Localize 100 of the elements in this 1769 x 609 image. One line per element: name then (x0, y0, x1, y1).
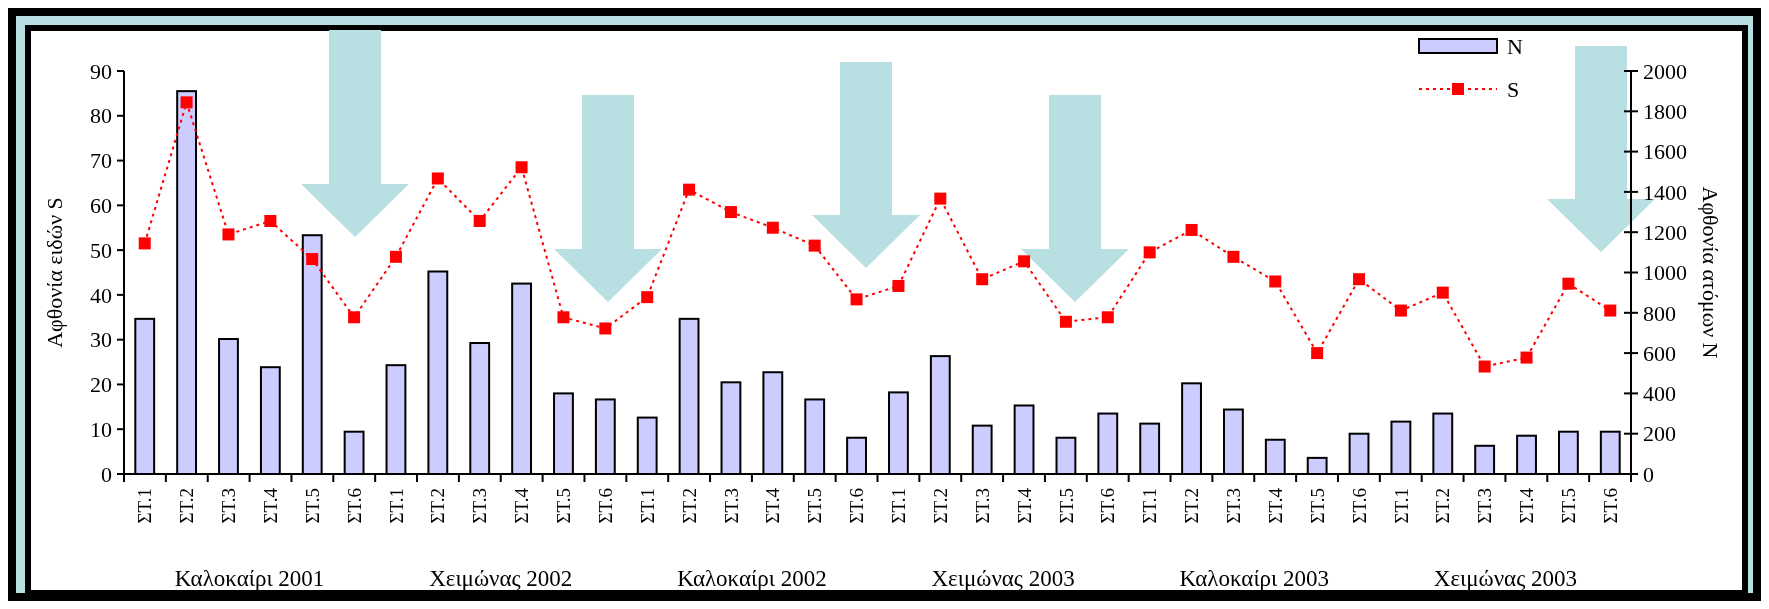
point (1311, 347, 1324, 360)
legend-label: N (1507, 33, 1523, 59)
x-tick-label: ΣΤ.4 (1516, 487, 1538, 524)
point (180, 96, 193, 109)
y2-tick-label: 1600 (1643, 139, 1687, 165)
y2-tick-label: 0 (1643, 461, 1654, 487)
y-tick-label: 30 (90, 327, 112, 353)
y-tick-label: 50 (90, 237, 112, 263)
point (389, 250, 402, 263)
x-tick-label: ΣΤ.5 (804, 488, 826, 524)
y-tick-label: 0 (101, 461, 112, 487)
x-tick-label: ΣΤ.5 (1306, 488, 1328, 524)
y2-tick-label: 1800 (1643, 99, 1687, 124)
point (1604, 304, 1617, 317)
point (264, 215, 277, 228)
y2-tick-label: 1400 (1643, 179, 1687, 205)
text: Χειμώνας 2002 (429, 566, 573, 591)
x-tick-label: ΣΤ.2 (176, 488, 198, 524)
point (1353, 273, 1366, 286)
x-tick-label: ΣΤ.5 (1558, 488, 1580, 524)
y-tick-label: 10 (90, 416, 112, 442)
text: Χειμώνας 2003 (931, 566, 1075, 591)
text: Καλοκαίρι 2003 (1179, 566, 1329, 591)
y-tick-label: 60 (90, 193, 112, 219)
x-tick-label: ΣΤ.1 (888, 488, 910, 524)
x-tick-label: ΣΤ.4 (260, 487, 281, 524)
point (1018, 255, 1031, 268)
point (808, 239, 821, 252)
point (1101, 311, 1114, 324)
x-tick-label: ΣΤ.1 (1139, 488, 1161, 524)
x-tick-label: ΣΤ.5 (301, 488, 323, 524)
y2-tick-label: 200 (1643, 421, 1676, 447)
point (1143, 246, 1156, 259)
y2-tick-label: 600 (1643, 340, 1676, 366)
x-tick-label: ΣΤ.6 (1097, 488, 1119, 524)
x-tick-label: ΣΤ.4 (762, 487, 784, 524)
point (1520, 351, 1533, 364)
y2-axis-title: Αφθονία ατόμων N (1698, 186, 1723, 359)
x-tick-label: ΣΤ.2 (1432, 488, 1454, 524)
y-axis-title: Αφθονία ειδών S (42, 197, 67, 348)
y2-tick-label: 1200 (1643, 219, 1687, 245)
y2-tick-label: 800 (1643, 300, 1676, 326)
point (1394, 304, 1407, 317)
x-tick-label: ΣΤ.1 (385, 488, 407, 524)
x-tick-label: ΣΤ.1 (134, 488, 156, 524)
x-tick-label: ΣΤ.6 (1599, 488, 1621, 524)
point (557, 311, 570, 324)
point (1478, 360, 1491, 373)
x-tick-label: ΣΤ.2 (678, 488, 700, 524)
point (515, 161, 528, 174)
point (1227, 250, 1240, 263)
y-tick-label: 20 (90, 372, 112, 398)
x-tick-label: ΣΤ.1 (636, 488, 658, 524)
text: Καλοκαίρι 2001 (174, 566, 325, 591)
y2-tick-label: 400 (1643, 381, 1676, 407)
point (976, 273, 989, 286)
x-tick-label: ΣΤ.5 (553, 488, 575, 524)
x-tick-label: ΣΤ.3 (1223, 488, 1245, 524)
point (1269, 275, 1282, 288)
point (766, 221, 779, 234)
point (473, 215, 486, 228)
x-tick-label: ΣΤ.3 (720, 488, 742, 524)
point (1562, 277, 1575, 290)
x-tick-label: ΣΤ.3 (1474, 488, 1496, 524)
x-tick-label: ΣΤ.1 (1390, 488, 1412, 524)
point (599, 322, 612, 335)
point (1185, 223, 1198, 236)
y-tick-label: 70 (90, 148, 112, 174)
x-tick-label: ΣΤ.5 (1055, 488, 1077, 524)
point (431, 172, 444, 185)
text: Καλοκαίρι 2002 (677, 566, 827, 591)
x-tick-label: ΣΤ.3 (469, 488, 491, 524)
point (1059, 315, 1072, 328)
x-tick-label: ΣΤ.6 (343, 488, 365, 524)
point (138, 237, 151, 250)
x-tick-label: ΣΤ.4 (1013, 487, 1035, 524)
x-tick-label: ΣΤ.4 (511, 487, 533, 524)
y2-tick-label: 1000 (1643, 260, 1687, 286)
point (222, 228, 235, 241)
x-tick-label: ΣΤ.2 (427, 488, 449, 524)
point (683, 183, 696, 196)
y2-tick-label: 2000 (1643, 58, 1687, 84)
point (892, 279, 905, 292)
point (348, 311, 361, 324)
x-tick-label: ΣΤ.6 (1348, 488, 1370, 524)
x-tick-label: ΣΤ.2 (929, 488, 951, 524)
y-tick-label: 80 (90, 103, 112, 129)
point (641, 291, 654, 304)
point (724, 206, 737, 219)
point (1436, 286, 1449, 299)
x-tick-label: ΣΤ.4 (1264, 487, 1286, 524)
point (934, 192, 947, 205)
y-tick-label: 90 (90, 58, 112, 84)
x-tick-label: ΣΤ.3 (218, 488, 240, 524)
point (850, 293, 863, 306)
y-tick-label: 40 (90, 282, 112, 308)
legend-label: S (1507, 76, 1520, 102)
x-tick-label: ΣΤ.6 (846, 488, 868, 524)
x-tick-label: ΣΤ.6 (594, 488, 616, 524)
x-tick-label: ΣΤ.3 (971, 488, 993, 524)
